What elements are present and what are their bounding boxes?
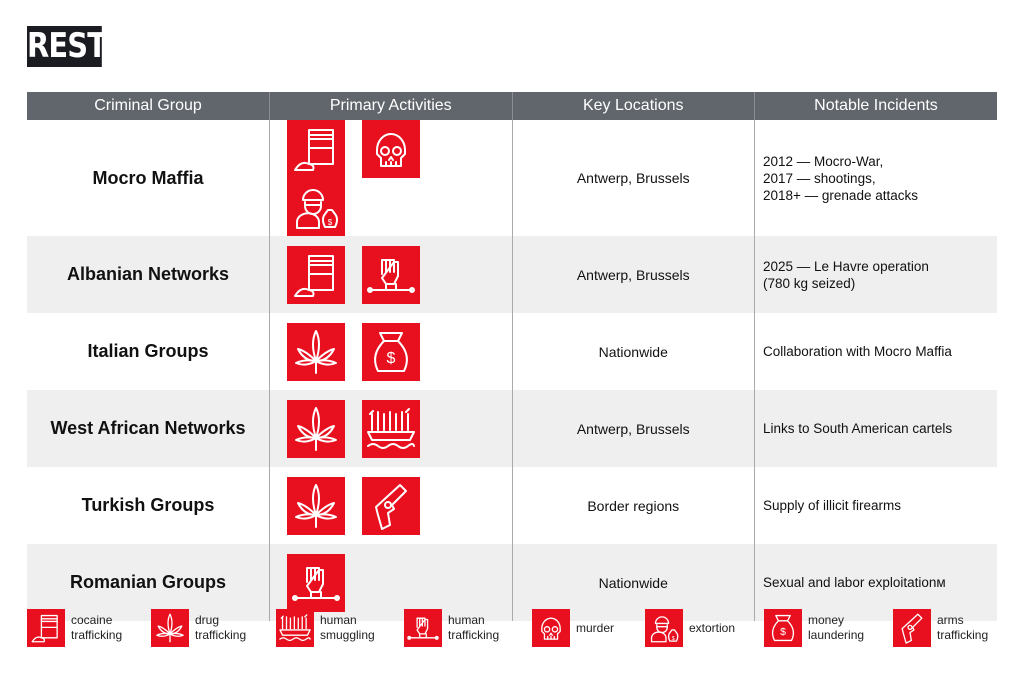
incidents-cell: Sexual and labor exploitationм xyxy=(754,544,997,621)
locations-cell: Antwerp, Brussels xyxy=(511,390,755,467)
legend-label: arms xyxy=(937,613,964,627)
leaf-icon xyxy=(287,399,345,458)
activities-cell xyxy=(269,467,512,544)
group-name: Italian Groups xyxy=(87,341,209,361)
locations-cell: Nationwide xyxy=(511,544,755,621)
extortion-icon: $ xyxy=(287,178,345,236)
smuggling-icon xyxy=(362,399,420,458)
leaf-icon xyxy=(287,476,345,535)
rest-logo: REST xyxy=(27,26,107,67)
cocaine-icon xyxy=(287,120,345,178)
money-icon: $ xyxy=(764,609,802,647)
table-header: Criminal Group Primary Activities Key Lo… xyxy=(27,92,997,120)
legend-label: trafficking xyxy=(448,628,500,642)
incident-line: Sexual and labor exploitationм xyxy=(763,575,946,590)
activities-cell xyxy=(269,390,512,467)
group-name: Turkish Groups xyxy=(81,495,215,515)
activities-cell: $ xyxy=(269,313,512,390)
header-key-locations: Key Locations xyxy=(511,92,755,120)
locations-cell: Nationwide xyxy=(511,313,755,390)
legend-label: human xyxy=(320,613,357,627)
table-row: Albanian Networks Antwerp, Brussels 2025… xyxy=(27,236,997,313)
legend-item-fist: human trafficking xyxy=(404,609,499,647)
group-name: West African Networks xyxy=(27,390,270,467)
criminal-groups-table: Criminal Group Primary Activities Key Lo… xyxy=(27,92,997,621)
group-name: Mocro Maffia xyxy=(92,167,204,188)
header-criminal-group: Criminal Group xyxy=(27,92,270,120)
incident-line: Links to South American cartels xyxy=(763,421,953,436)
gun-icon xyxy=(362,476,420,535)
locations-cell: Antwerp, Brussels xyxy=(511,120,755,236)
table-row: Romanian Groups Nationwide Sexual and la… xyxy=(27,544,997,621)
locations-cell: Antwerp, Brussels xyxy=(511,236,755,313)
fist-icon xyxy=(404,609,442,647)
svg-text:$: $ xyxy=(328,218,333,227)
legend-label: money xyxy=(808,613,845,627)
legend-item-skull: murder xyxy=(532,609,614,647)
incident-line: 2012 — Mocro-War, xyxy=(763,153,884,169)
group-name: Romanian Groups xyxy=(27,544,270,621)
incidents-cell: 2025 — Le Havre operation (780 kg seized) xyxy=(754,236,997,313)
svg-text:$: $ xyxy=(387,350,396,367)
incident-line: 2017 — shootings, xyxy=(763,170,876,186)
locations-cell: Border regions xyxy=(511,467,755,544)
table-row: Italian Groups $ Nationwide Collaboratio… xyxy=(27,313,997,390)
header-primary-activities: Primary Activities xyxy=(269,92,512,120)
incidents-cell: 2012 — Mocro-War, 2017 — shootings, 2018+ … xyxy=(754,120,997,236)
cocaine-icon xyxy=(287,245,345,304)
legend-label: laundering xyxy=(808,628,865,642)
legend-label: cocaine xyxy=(71,613,113,627)
legend-item-gun: arms trafficking xyxy=(893,609,988,647)
table-row: Turkish Groups Border regions Supply of … xyxy=(27,467,997,544)
gun-icon xyxy=(893,609,931,647)
svg-text:$: $ xyxy=(672,636,675,642)
legend-item-leaf: drug trafficking xyxy=(151,609,246,647)
legend-label: trafficking xyxy=(71,628,123,642)
incident-line: 2025 — Le Havre operation xyxy=(763,258,929,274)
legend-label: smuggling xyxy=(320,628,375,642)
extortion-icon: $ xyxy=(645,609,683,647)
legend: cocaine trafficking drug trafficking human sm… xyxy=(0,609,1024,649)
legend-label: extortion xyxy=(689,620,736,635)
incident-line: (780 kg seized) xyxy=(763,275,856,291)
header-notable-incidents: Notable Incidents xyxy=(754,92,997,120)
skull-icon xyxy=(362,120,420,178)
legend-item-extortion: $ extortion xyxy=(645,609,735,647)
incident-line: 2018+ — grenade attacks xyxy=(763,187,918,203)
table-row: Mocro Maffia $ Antwerp, Brussels 2012 — … xyxy=(27,120,997,236)
leaf-icon xyxy=(151,609,189,647)
legend-label: drug xyxy=(195,613,220,627)
legend-item-cocaine: cocaine trafficking xyxy=(27,609,122,647)
money-icon: $ xyxy=(362,322,420,381)
incidents-cell: Collaboration with Mocro Maffia xyxy=(754,313,997,390)
fist-icon xyxy=(287,553,345,612)
svg-text:$: $ xyxy=(780,627,786,638)
table-row: West African Networks Antwerp, Brussels … xyxy=(27,390,997,467)
legend-label: human xyxy=(448,613,485,627)
group-name: Albanian Networks xyxy=(27,236,270,313)
legend-item-money: $ money laundering xyxy=(764,609,864,647)
leaf-icon xyxy=(287,322,345,381)
activities-cell xyxy=(269,544,512,621)
activities-cell: $ xyxy=(269,120,512,236)
legend-label: murder xyxy=(576,620,615,635)
incident-line: Collaboration with Mocro Maffia xyxy=(763,344,952,359)
incidents-cell: Links to South American cartels xyxy=(754,390,997,467)
cocaine-icon xyxy=(27,609,65,647)
legend-item-smuggling: human smuggling xyxy=(276,609,375,647)
skull-icon xyxy=(532,609,570,647)
activities-cell xyxy=(269,236,512,313)
fist-icon xyxy=(362,245,420,304)
incident-line: Supply of illicit firearms xyxy=(763,498,902,513)
incidents-cell: Supply of illicit firearms xyxy=(754,467,997,544)
smuggling-icon xyxy=(276,609,314,647)
legend-label: trafficking xyxy=(195,628,247,642)
legend-label: trafficking xyxy=(937,628,989,642)
